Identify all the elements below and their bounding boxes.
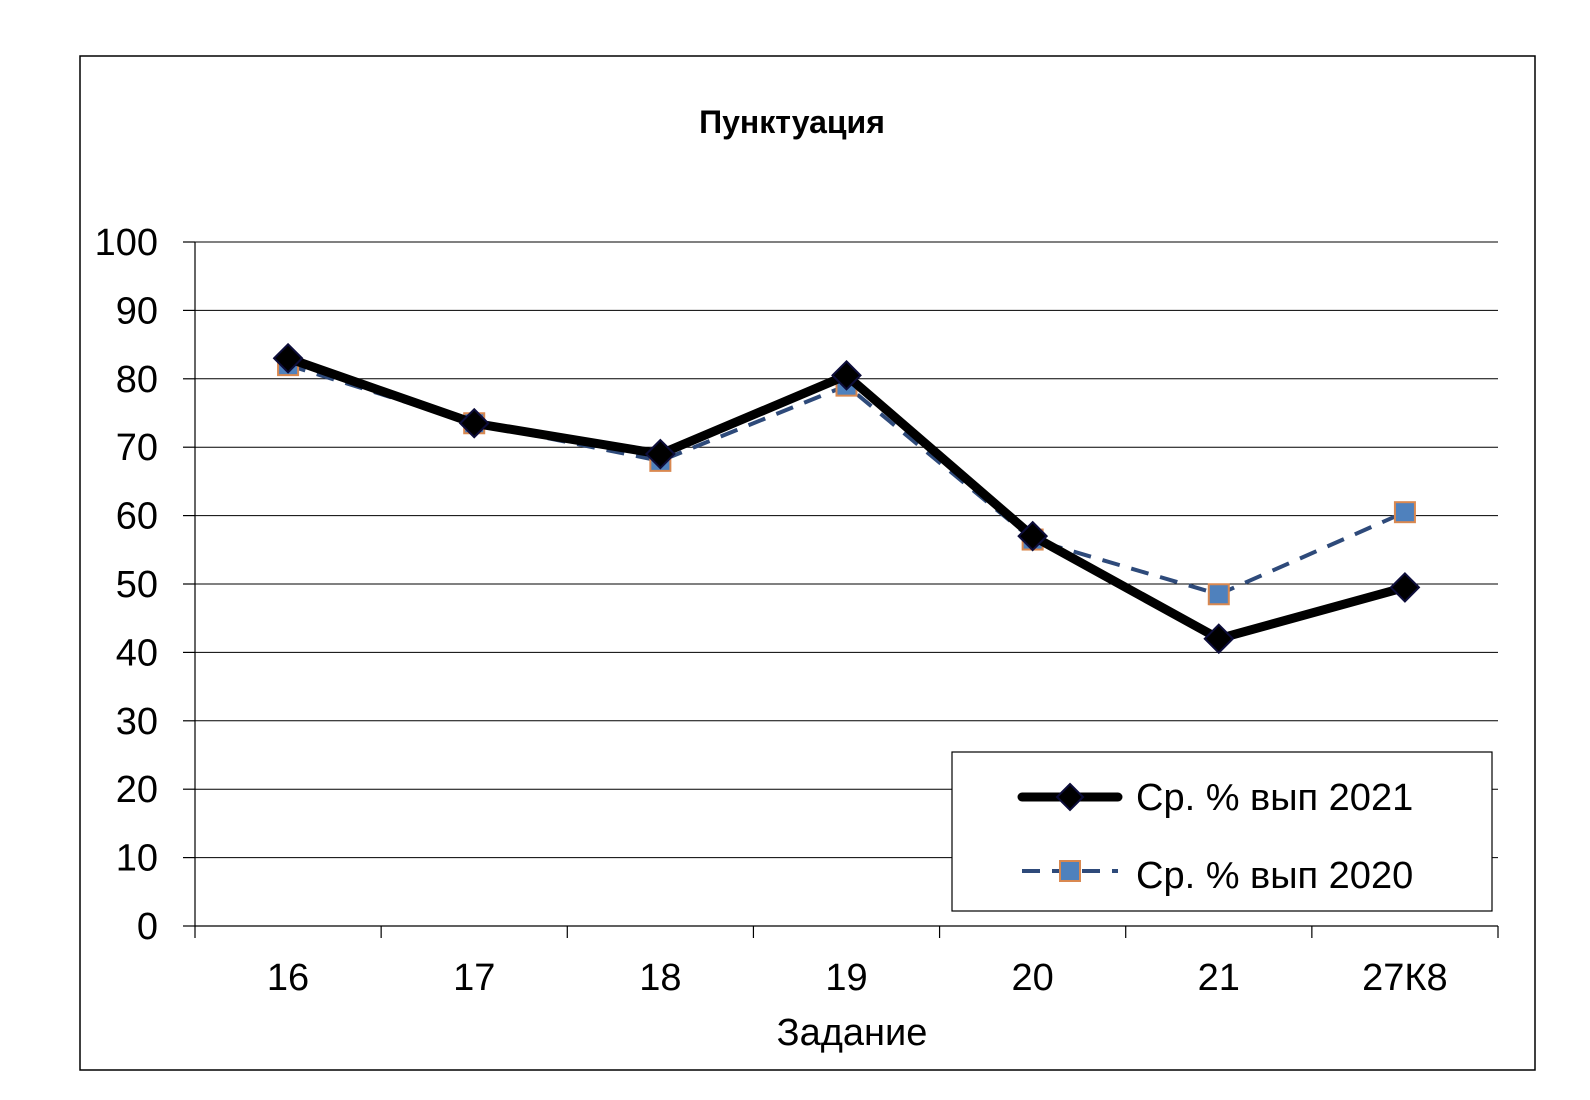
x-tick-labels: 16 17 18 19 20 21 27К8 xyxy=(267,957,1448,999)
y-tick-label: 70 xyxy=(116,427,158,469)
data-point-2021 xyxy=(831,359,862,391)
y-tick-label: 50 xyxy=(116,564,158,606)
x-tick-label: 19 xyxy=(825,957,867,999)
y-tick-label: 0 xyxy=(137,906,158,948)
legend-diamond-icon xyxy=(1055,782,1085,812)
x-tick-label: 27К8 xyxy=(1362,957,1448,999)
x-tick-label: 16 xyxy=(267,957,309,999)
data-point-2021 xyxy=(272,342,304,374)
legend-entry-2021: Ср. % вып 2021 xyxy=(1017,777,1413,819)
y-tick-labels: 0 10 20 30 40 50 60 70 80 90 100 xyxy=(95,222,158,948)
y-tick-label: 60 xyxy=(116,496,158,538)
y-tick-label: 30 xyxy=(116,701,158,743)
legend-box xyxy=(951,751,1493,912)
chart-frame xyxy=(79,55,1536,1071)
x-axis-title: Задание xyxy=(777,1012,928,1054)
chart-title: Пунктуация xyxy=(699,104,885,140)
data-point-2021 xyxy=(1389,572,1421,603)
x-tick-label: 18 xyxy=(639,957,681,999)
gridlines xyxy=(195,241,1498,859)
x-tick-label: 21 xyxy=(1198,957,1240,999)
y-tick-label: 100 xyxy=(95,222,158,264)
data-point-2021 xyxy=(1017,520,1049,552)
data-point-2020 xyxy=(1207,583,1230,606)
y-tick-label: 90 xyxy=(116,290,158,332)
legend-entry-2020: Ср. % вып 2020 xyxy=(1022,855,1413,897)
axes xyxy=(183,241,1499,938)
y-tick-label: 40 xyxy=(116,632,158,674)
legend-square-icon xyxy=(1059,860,1081,882)
legend-label-2021: Ср. % вып 2021 xyxy=(1136,777,1413,819)
y-tick-label: 20 xyxy=(116,769,158,811)
legend: Ср. % вып 2021 Ср. % вып 2020 xyxy=(951,751,1493,912)
data-point-2021 xyxy=(458,407,490,439)
data-point-2021 xyxy=(1203,623,1235,655)
data-point-2021 xyxy=(644,438,676,470)
series xyxy=(272,342,1421,655)
y-tick-label: 80 xyxy=(116,359,158,401)
x-tick-label: 17 xyxy=(453,957,495,999)
y-tick-label: 10 xyxy=(116,838,158,880)
legend-label-2020: Ср. % вып 2020 xyxy=(1136,855,1413,897)
data-point-2020 xyxy=(1393,501,1416,524)
x-tick-label: 20 xyxy=(1012,957,1054,999)
